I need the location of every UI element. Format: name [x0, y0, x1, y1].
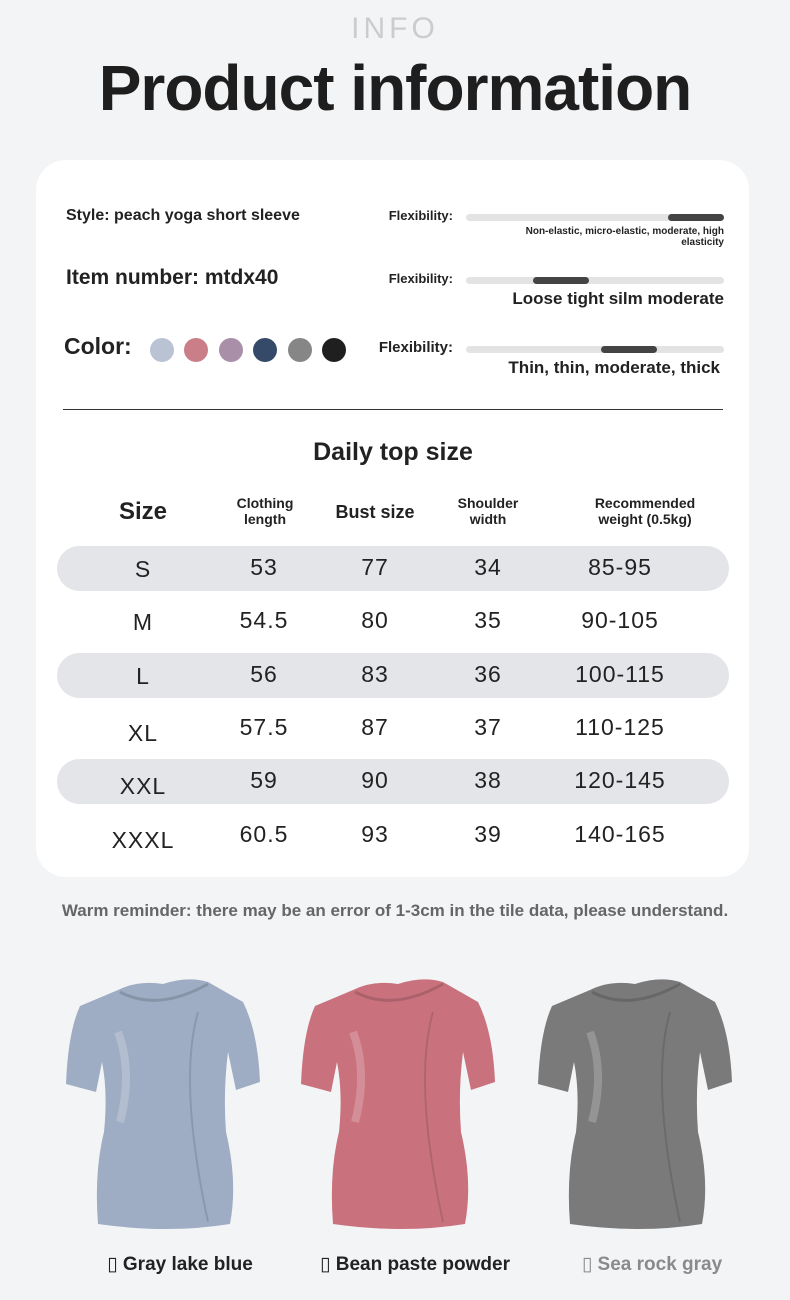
header-size: Size — [118, 498, 168, 525]
table-cell: XL — [127, 719, 159, 746]
table-cell: 57.5 — [239, 713, 289, 740]
table-cell: 34 — [474, 554, 502, 580]
item-number: Item number: mtdx40 — [66, 266, 279, 289]
table-cell: 35 — [474, 607, 502, 634]
color-swatch[interactable] — [219, 338, 243, 362]
color-swatch[interactable] — [322, 338, 346, 362]
flexibility-label: Flexibility: — [388, 208, 453, 223]
info-watermark: INFO — [351, 12, 439, 45]
fit-scale — [466, 277, 724, 284]
table-cell: 87 — [361, 713, 389, 740]
table-cell: 56 — [250, 660, 278, 687]
row-band — [57, 652, 729, 698]
color-label: Color: — [64, 333, 132, 359]
header-recommended-weight: Recommended weight (0.5kg) — [594, 495, 696, 527]
table-cell: 80 — [361, 607, 389, 634]
table-cell: 93 — [361, 820, 389, 847]
table-cell: 39 — [474, 820, 502, 847]
table-cell: 54.5 — [239, 607, 289, 634]
product-caption: ▯ Gray lake blue — [107, 1254, 253, 1275]
row-band — [57, 759, 729, 805]
scale-indicator — [667, 214, 724, 221]
flexibility-label: Flexibility: — [378, 339, 453, 356]
flexibility-label: Flexibility: — [388, 271, 453, 286]
color-swatch[interactable] — [253, 338, 277, 362]
table-cell: 110-125 — [575, 713, 665, 740]
tshirt-image — [301, 979, 495, 1229]
table-cell: 37 — [474, 713, 502, 740]
table-cell: 90-105 — [581, 607, 659, 634]
scale-indicator — [533, 277, 590, 284]
tshirt-image — [66, 979, 260, 1229]
color-swatch[interactable] — [288, 338, 312, 362]
page-title: Product information — [98, 52, 693, 124]
style-label: Style: peach yoga short sleeve — [66, 207, 300, 224]
table-cell: 83 — [361, 660, 389, 687]
scale-indicator — [600, 346, 657, 353]
table-cell: 36 — [474, 660, 502, 687]
tshirt-image — [538, 979, 732, 1229]
fit-description: Loose tight silm moderate — [512, 289, 724, 308]
table-cell: XXL — [119, 773, 167, 800]
color-swatch[interactable] — [184, 338, 208, 362]
warm-reminder: Warm reminder: there may be an error of … — [61, 901, 729, 920]
table-cell: 53 — [250, 554, 278, 580]
table-cell: XXXL — [111, 826, 175, 853]
table-cell: M — [132, 609, 154, 636]
product-caption: ▯ Sea rock gray — [581, 1254, 723, 1275]
header-bust-size: Bust size — [335, 502, 415, 522]
table-cell: S — [134, 556, 152, 582]
table-cell: 38 — [474, 767, 502, 794]
table-cell: 90 — [361, 767, 389, 794]
table-cell: 59 — [250, 767, 278, 794]
color-swatch[interactable] — [150, 338, 174, 362]
table-cell: 77 — [361, 554, 389, 580]
elasticity-description: Non-elastic, micro-elastic, moderate, hi… — [525, 226, 724, 248]
thickness-scale — [466, 346, 724, 353]
table-cell: 85-95 — [588, 554, 652, 580]
size-table-title: Daily top size — [313, 438, 473, 466]
table-cell: 100-115 — [575, 660, 665, 687]
header-clothing-length: Clothing length — [236, 495, 294, 527]
header-shoulder-width: Shoulder width — [457, 495, 519, 527]
divider — [63, 409, 723, 410]
elasticity-scale — [466, 214, 724, 221]
thickness-description: Thin, thin, moderate, thick — [508, 358, 720, 377]
row-band — [57, 546, 729, 591]
table-cell: 60.5 — [239, 820, 289, 847]
table-cell: L — [136, 662, 150, 689]
table-cell: 120-145 — [574, 767, 666, 794]
table-cell: 140-165 — [574, 820, 666, 847]
product-caption: ▯ Bean paste powder — [320, 1254, 510, 1275]
